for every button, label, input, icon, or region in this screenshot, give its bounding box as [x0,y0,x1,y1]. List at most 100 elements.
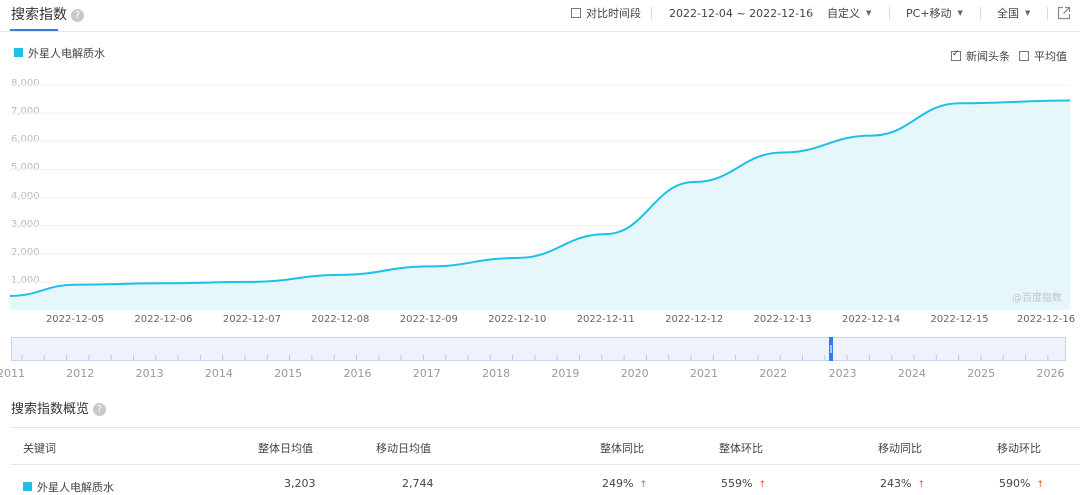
average-label: 平均值 [1034,50,1067,63]
x-tick-label: 2022-12-05 [45,314,105,325]
y-tick-label: 1,000 [11,274,40,286]
chart-legend[interactable]: 外星人电解质水 [14,45,105,61]
arrow-up-icon: ↑ [1036,480,1044,490]
y-tick-label: 6,000 [11,134,40,146]
timeline-slider[interactable] [11,337,1071,361]
custom-label: 自定义 [827,7,860,20]
help-icon[interactable]: ? [93,403,107,416]
page-title-text: 搜索指数 [11,7,67,23]
y-tick-label: 8,000 [11,78,40,89]
watermark: @百度指数 [1012,293,1062,304]
header-mobile-mom: 移动环比 [997,442,1041,455]
total-mom-cell: 559% ↑ [721,477,766,490]
timeline-year-label: 2022 [759,367,788,380]
search-index-chart[interactable] [0,0,1080,330]
y-tick-label: 3,000 [11,218,40,230]
legend-swatch [14,48,23,57]
x-tick-label: 2022-12-14 [841,314,901,325]
toolbar-divider [810,7,811,19]
timeline-year-label: 2024 [897,367,926,380]
series-area [10,100,1070,310]
x-tick-label: 2022-12-12 [665,314,724,325]
mobile-yoy-cell: 243% ↑ [880,477,925,490]
toolbar-divider [980,7,981,19]
arrow-up-icon: ↑ [917,480,925,490]
y-tick-label: 4,000 [11,190,40,202]
mobile-mom-cell: 590% ↑ [999,477,1044,490]
compare-period-toggle[interactable]: 对比时间段 [571,4,641,22]
header-divider [0,31,1080,32]
overview-title: 搜索指数概览? [11,398,107,417]
help-icon[interactable]: ? [71,9,84,22]
mobile-yoy-value: 243% [880,477,912,490]
x-tick-label: 2022-12-16 [1016,314,1076,325]
arrow-up-icon: ↑ [639,480,647,490]
x-tick-label: 2022-12-10 [488,314,547,325]
overview-title-text: 搜索指数概览 [11,402,90,417]
news-checkbox[interactable] [951,49,961,61]
caret-down-icon: ▼ [866,9,872,17]
y-tick-label: 5,000 [11,162,40,174]
timeline-year-label: 2018 [482,367,511,380]
header-mobile-avg: 移动日均值 [376,442,431,455]
toolbar-divider [651,7,652,19]
timeline-year-label: 2016 [343,367,372,380]
arrow-up-icon: ↑ [758,480,766,490]
date-range-picker[interactable]: 2022-12-04 ~ 2022-12-16 [669,4,813,22]
share-icon[interactable] [1057,5,1071,20]
x-tick-label: 2022-12-08 [311,314,370,325]
table-row[interactable]: 外星人电解质水 [23,479,114,495]
region-label: 全国 [997,7,1019,20]
total-yoy-cell: 249% ↑ [602,477,647,490]
header-mobile-yoy: 移动同比 [878,442,922,455]
toolbar-divider [1047,7,1048,19]
news-toggle[interactable]: 新闻头条 [951,48,1010,64]
device-label: PC+移动 [906,7,952,20]
total-yoy-value: 249% [602,477,634,490]
total-avg-cell: 3,203 [284,477,316,490]
timeline-handle[interactable] [829,337,833,361]
compare-label: 对比时间段 [586,7,641,20]
date-range-value: 2022-12-04 ~ 2022-12-16 [669,6,814,20]
keyword-swatch [23,482,32,491]
header-keyword: 关键词 [23,442,56,455]
timeline-year-label: 2015 [274,367,303,380]
timeline-year-label: 2025 [967,367,996,380]
timeline-year-label: 2011 [0,367,25,380]
x-tick-label: 2022-12-15 [930,314,989,325]
mobile-avg-cell: 2,744 [402,477,434,490]
table-divider [10,464,1080,465]
caret-down-icon: ▼ [957,9,963,17]
caret-down-icon: ▼ [1025,9,1031,17]
timeline-year-label: 2021 [690,367,718,380]
series-line[interactable] [9,99,1071,297]
legend-label: 外星人电解质水 [28,47,105,60]
average-toggle[interactable]: 平均值 [1019,48,1067,64]
x-tick-label: 2022-12-07 [222,314,281,325]
average-checkbox[interactable] [1019,51,1029,61]
header-total-avg: 整体日均值 [258,442,313,455]
news-label: 新闻头条 [966,50,1010,63]
timeline-year-label: 2023 [828,367,857,380]
timeline-year-label: 2026 [1036,367,1065,380]
total-mom-value: 559% [721,477,753,490]
x-tick-label: 2022-12-13 [753,314,812,325]
active-tab-indicator [10,29,58,31]
timeline-year-label: 2012 [66,367,95,380]
timeline-ticks [21,355,1071,360]
header-total-yoy: 整体同比 [600,442,644,455]
table-divider [10,427,1080,428]
keyword-cell: 外星人电解质水 [37,481,114,494]
device-dropdown[interactable]: PC+移动 ▼ [906,4,963,22]
y-tick-label: 7,000 [11,106,40,118]
compare-checkbox[interactable] [571,8,581,18]
region-dropdown[interactable]: 全国 ▼ [997,4,1030,22]
timeline-year-label: 2020 [620,367,649,380]
x-tick-label: 2022-12-09 [399,314,458,325]
timeline-year-label: 2014 [204,367,233,380]
toolbar-divider [889,7,890,19]
x-tick-label: 2022-12-11 [576,314,635,325]
timeline-year-label: 2013 [135,367,164,380]
custom-dropdown[interactable]: 自定义 ▼ [827,4,871,22]
y-tick-label: 2,000 [11,246,40,258]
